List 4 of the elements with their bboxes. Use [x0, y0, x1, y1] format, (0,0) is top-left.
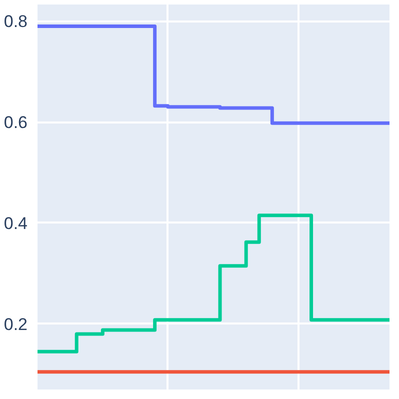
y-tick-label: 0.6 [4, 113, 28, 132]
y-tick-label: 0.2 [4, 314, 28, 334]
y-tick-label: 0.8 [4, 12, 28, 32]
y-tick-label: 0.4 [4, 214, 28, 233]
